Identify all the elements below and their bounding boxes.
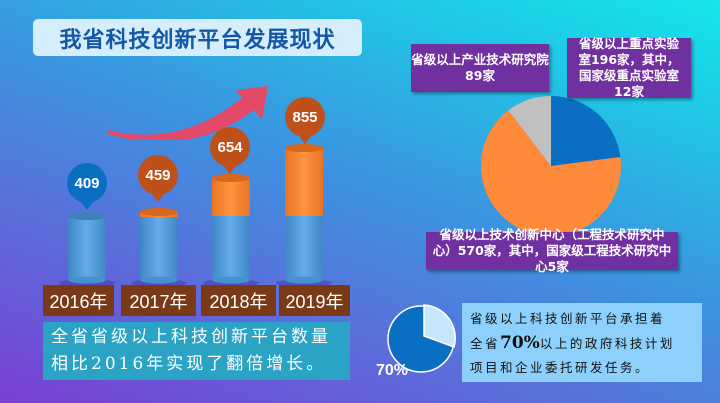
value-bubble-2019: 855: [285, 97, 325, 144]
bar-2018: [212, 174, 250, 284]
callout-labs: 省级以上重点实验室196家，其中，国家级重点实验室12家: [567, 36, 691, 99]
note-line-2: 全省70%以上的政府科技计划: [470, 331, 694, 356]
note-line-2-pre: 全省: [470, 336, 501, 351]
value-bubble-2018: 654: [210, 127, 250, 174]
year-label-2018: 2018年: [201, 285, 276, 316]
note-text: 省级以上科技创新平台承担着 全省70%以上的政府科技计划 项目和企业委托研发任务…: [462, 303, 702, 382]
platform-pie-chart: [480, 95, 621, 236]
note-line-1: 省级以上科技创新平台承担着: [470, 311, 666, 326]
callout-centers: 省级以上技术创新中心（工程技术研究中心）570家，其中，国家级工程技术研究中心5…: [426, 227, 678, 274]
page-title: 我省科技创新平台发展现状: [33, 19, 362, 56]
note-highlight-pct: 70%: [500, 333, 540, 353]
bar-chart: [59, 144, 332, 287]
share-pie-chart: [387, 304, 457, 373]
growth-arrow-icon: [108, 86, 268, 140]
summary-text: 全省省级以上科技创新平台数量相比2016年实现了翻倍增长。: [43, 322, 350, 380]
bar-2019: [285, 144, 323, 284]
note-line-3: 项目和企业委托研发任务。: [470, 360, 651, 375]
value-bubble-2016: 409: [67, 163, 107, 210]
value-bubble-2017: 459: [138, 155, 178, 202]
share-pct-label: 70%: [376, 362, 409, 379]
year-label-2019: 2019年: [279, 285, 350, 316]
year-label-2017: 2017年: [121, 285, 196, 316]
note-line-2-post: 以上的政府科技计划: [539, 336, 675, 351]
bar-2016: [68, 212, 106, 284]
callout-institutes: 省级以上产业技术研究院89家: [411, 44, 549, 92]
bar-2017: [140, 208, 178, 284]
year-label-2016: 2016年: [43, 285, 114, 316]
